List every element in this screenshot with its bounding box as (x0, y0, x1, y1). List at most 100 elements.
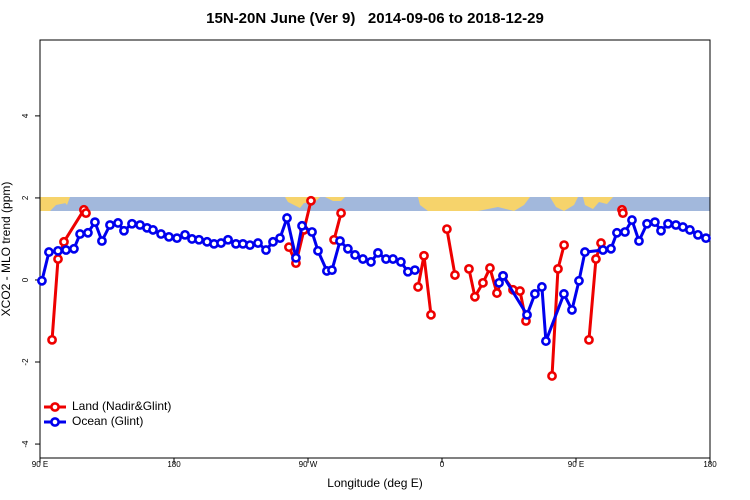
point (307, 227, 317, 237)
point (396, 257, 406, 267)
point (419, 250, 429, 261)
point (127, 218, 137, 229)
point (553, 263, 563, 274)
legend-marker (50, 417, 60, 427)
y-tick-label: 4 (21, 113, 30, 118)
point (541, 336, 551, 346)
point (69, 243, 79, 254)
point (642, 218, 652, 229)
point (584, 334, 594, 345)
x-tick-label: 90 E (32, 460, 48, 469)
x-tick-label: 0 (440, 460, 445, 469)
x-tick-label: 180 (167, 460, 181, 469)
point (282, 213, 292, 223)
point (261, 245, 271, 255)
point (53, 254, 63, 264)
point (567, 305, 577, 315)
map-band (40, 197, 710, 211)
point (388, 254, 398, 264)
point (90, 217, 100, 228)
legend-label: Land (Nadir&Glint) (72, 399, 171, 413)
point (148, 225, 158, 235)
point (591, 254, 601, 264)
point (83, 227, 93, 238)
point (693, 229, 703, 240)
point (410, 265, 420, 276)
point (559, 289, 569, 299)
point (44, 247, 54, 257)
point (663, 218, 673, 229)
point (450, 270, 460, 280)
point (478, 277, 488, 288)
point (327, 265, 337, 276)
y-tick-label: -2 (21, 358, 30, 366)
point (253, 238, 263, 248)
point (627, 215, 637, 225)
chart-title: 15N-20N June (Ver 9) 2014-09-06 to 2018-… (206, 10, 544, 27)
point (223, 234, 233, 245)
point (81, 208, 91, 219)
point (701, 233, 711, 244)
point (618, 208, 628, 219)
legend-marker (50, 402, 60, 412)
point (426, 309, 436, 320)
point (494, 277, 504, 288)
point (306, 195, 316, 206)
x-tick-label: 90 W (299, 460, 318, 469)
point (559, 240, 569, 251)
point (373, 247, 383, 258)
point (164, 231, 174, 242)
point (336, 208, 346, 219)
point (37, 275, 47, 286)
point (268, 236, 278, 247)
point (464, 263, 474, 274)
point (606, 243, 616, 254)
point (580, 247, 590, 257)
point (413, 282, 423, 292)
point (685, 225, 695, 235)
point (275, 233, 285, 244)
plot-frame (39, 39, 711, 459)
point (97, 236, 107, 246)
y-axis-label: XCO2 - MLO trend (ppm) (0, 182, 13, 317)
x-axis-label: Longitude (deg E) (327, 476, 422, 490)
point (612, 227, 622, 238)
point (343, 243, 353, 254)
point (485, 263, 495, 273)
legend-label: Ocean (Glint) (72, 414, 143, 428)
y-tick-label: 0 (21, 277, 30, 282)
point (366, 257, 376, 267)
point (442, 224, 452, 235)
y-tick-label: 2 (21, 195, 30, 200)
point (180, 229, 190, 240)
point (350, 250, 360, 260)
point (620, 227, 630, 237)
point (291, 252, 301, 263)
point (515, 286, 525, 296)
x-tick-label: 180 (703, 460, 717, 469)
point (245, 240, 255, 251)
point (522, 309, 532, 320)
point (194, 234, 204, 245)
point (358, 254, 368, 264)
point (75, 229, 85, 239)
x-tick-label: 90 E (568, 460, 584, 469)
point (656, 225, 666, 236)
point (650, 217, 660, 228)
point (59, 236, 69, 247)
point (335, 236, 345, 246)
point (498, 270, 508, 281)
point (61, 245, 71, 255)
point (547, 371, 557, 381)
point (119, 225, 129, 236)
point (530, 289, 540, 299)
point (574, 275, 584, 286)
point (470, 291, 480, 302)
point (537, 282, 547, 292)
point (492, 288, 502, 298)
point (598, 245, 608, 255)
point (313, 245, 323, 256)
point (297, 220, 307, 231)
